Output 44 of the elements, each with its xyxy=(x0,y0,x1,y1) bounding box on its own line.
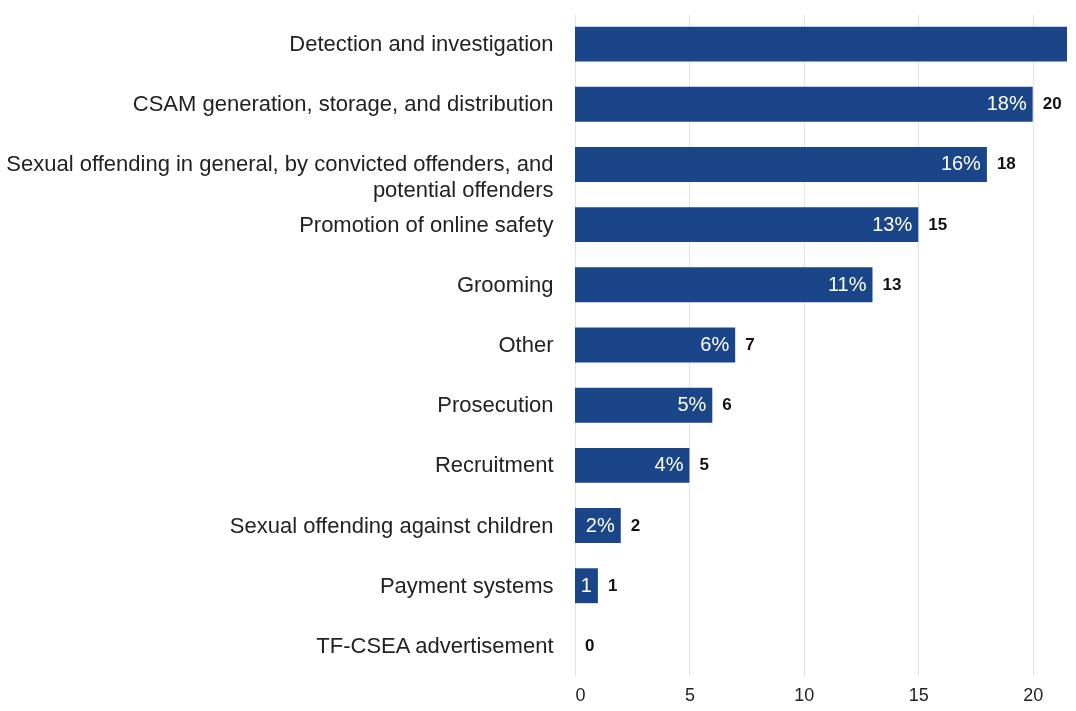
data-label: 5 xyxy=(699,455,709,475)
x-tick-label: 15 xyxy=(908,684,929,705)
y-tick-label: Prosecution xyxy=(437,392,554,418)
bar xyxy=(575,147,987,182)
y-tick-label: Promotion of online safety xyxy=(299,211,554,237)
annotation: 1 xyxy=(580,573,592,596)
bar xyxy=(575,387,713,423)
y-tick-label: Grooming xyxy=(456,271,554,297)
annotation: 6% xyxy=(700,333,730,355)
y-tick-label: Detection and investigation xyxy=(289,31,554,57)
data-label: 0 xyxy=(585,635,595,655)
annotation: 18% xyxy=(986,92,1027,115)
y-tick-label: Sexual offending in general, by convicted offenders, and potential offenders xyxy=(6,151,554,203)
annotation: 4% xyxy=(654,453,684,476)
annotation: 16% xyxy=(940,152,982,175)
data-label: 7 xyxy=(745,335,755,354)
data-label: 1 xyxy=(607,575,618,595)
annotation: 13% xyxy=(872,212,913,235)
bar xyxy=(575,86,1033,122)
bar xyxy=(575,568,598,604)
x-tick-label: 10 xyxy=(794,684,815,705)
bar xyxy=(575,26,1067,62)
y-tick-label: CSAM generation, storage, and distribution xyxy=(132,91,554,117)
data-label: 6 xyxy=(722,395,732,415)
y-tick-label: Sexual offending against children xyxy=(229,512,554,538)
data-label: 20 xyxy=(1042,94,1062,114)
bar xyxy=(575,207,919,243)
annotation: 2% xyxy=(585,513,615,536)
y-tick-label: Other xyxy=(498,332,554,357)
x-tick-label: 20 xyxy=(1023,684,1044,705)
bar xyxy=(575,447,690,483)
y-tick-label: Payment systems xyxy=(379,572,554,598)
bar xyxy=(575,327,736,363)
annotation: 5% xyxy=(677,393,707,416)
data-label: 15 xyxy=(928,214,948,234)
x-tick-label: 5 xyxy=(684,684,695,705)
data-label: 2 xyxy=(630,515,641,535)
y-tick-label: Recruitment xyxy=(434,452,554,478)
x-tick-label: 0 xyxy=(575,684,586,705)
y-tick-label: TF-CSEA advertisement xyxy=(316,632,554,658)
data-label: 13 xyxy=(882,274,902,294)
data-label: 18 xyxy=(996,154,1016,174)
bar xyxy=(575,267,873,303)
annotation: 11% xyxy=(827,272,867,295)
